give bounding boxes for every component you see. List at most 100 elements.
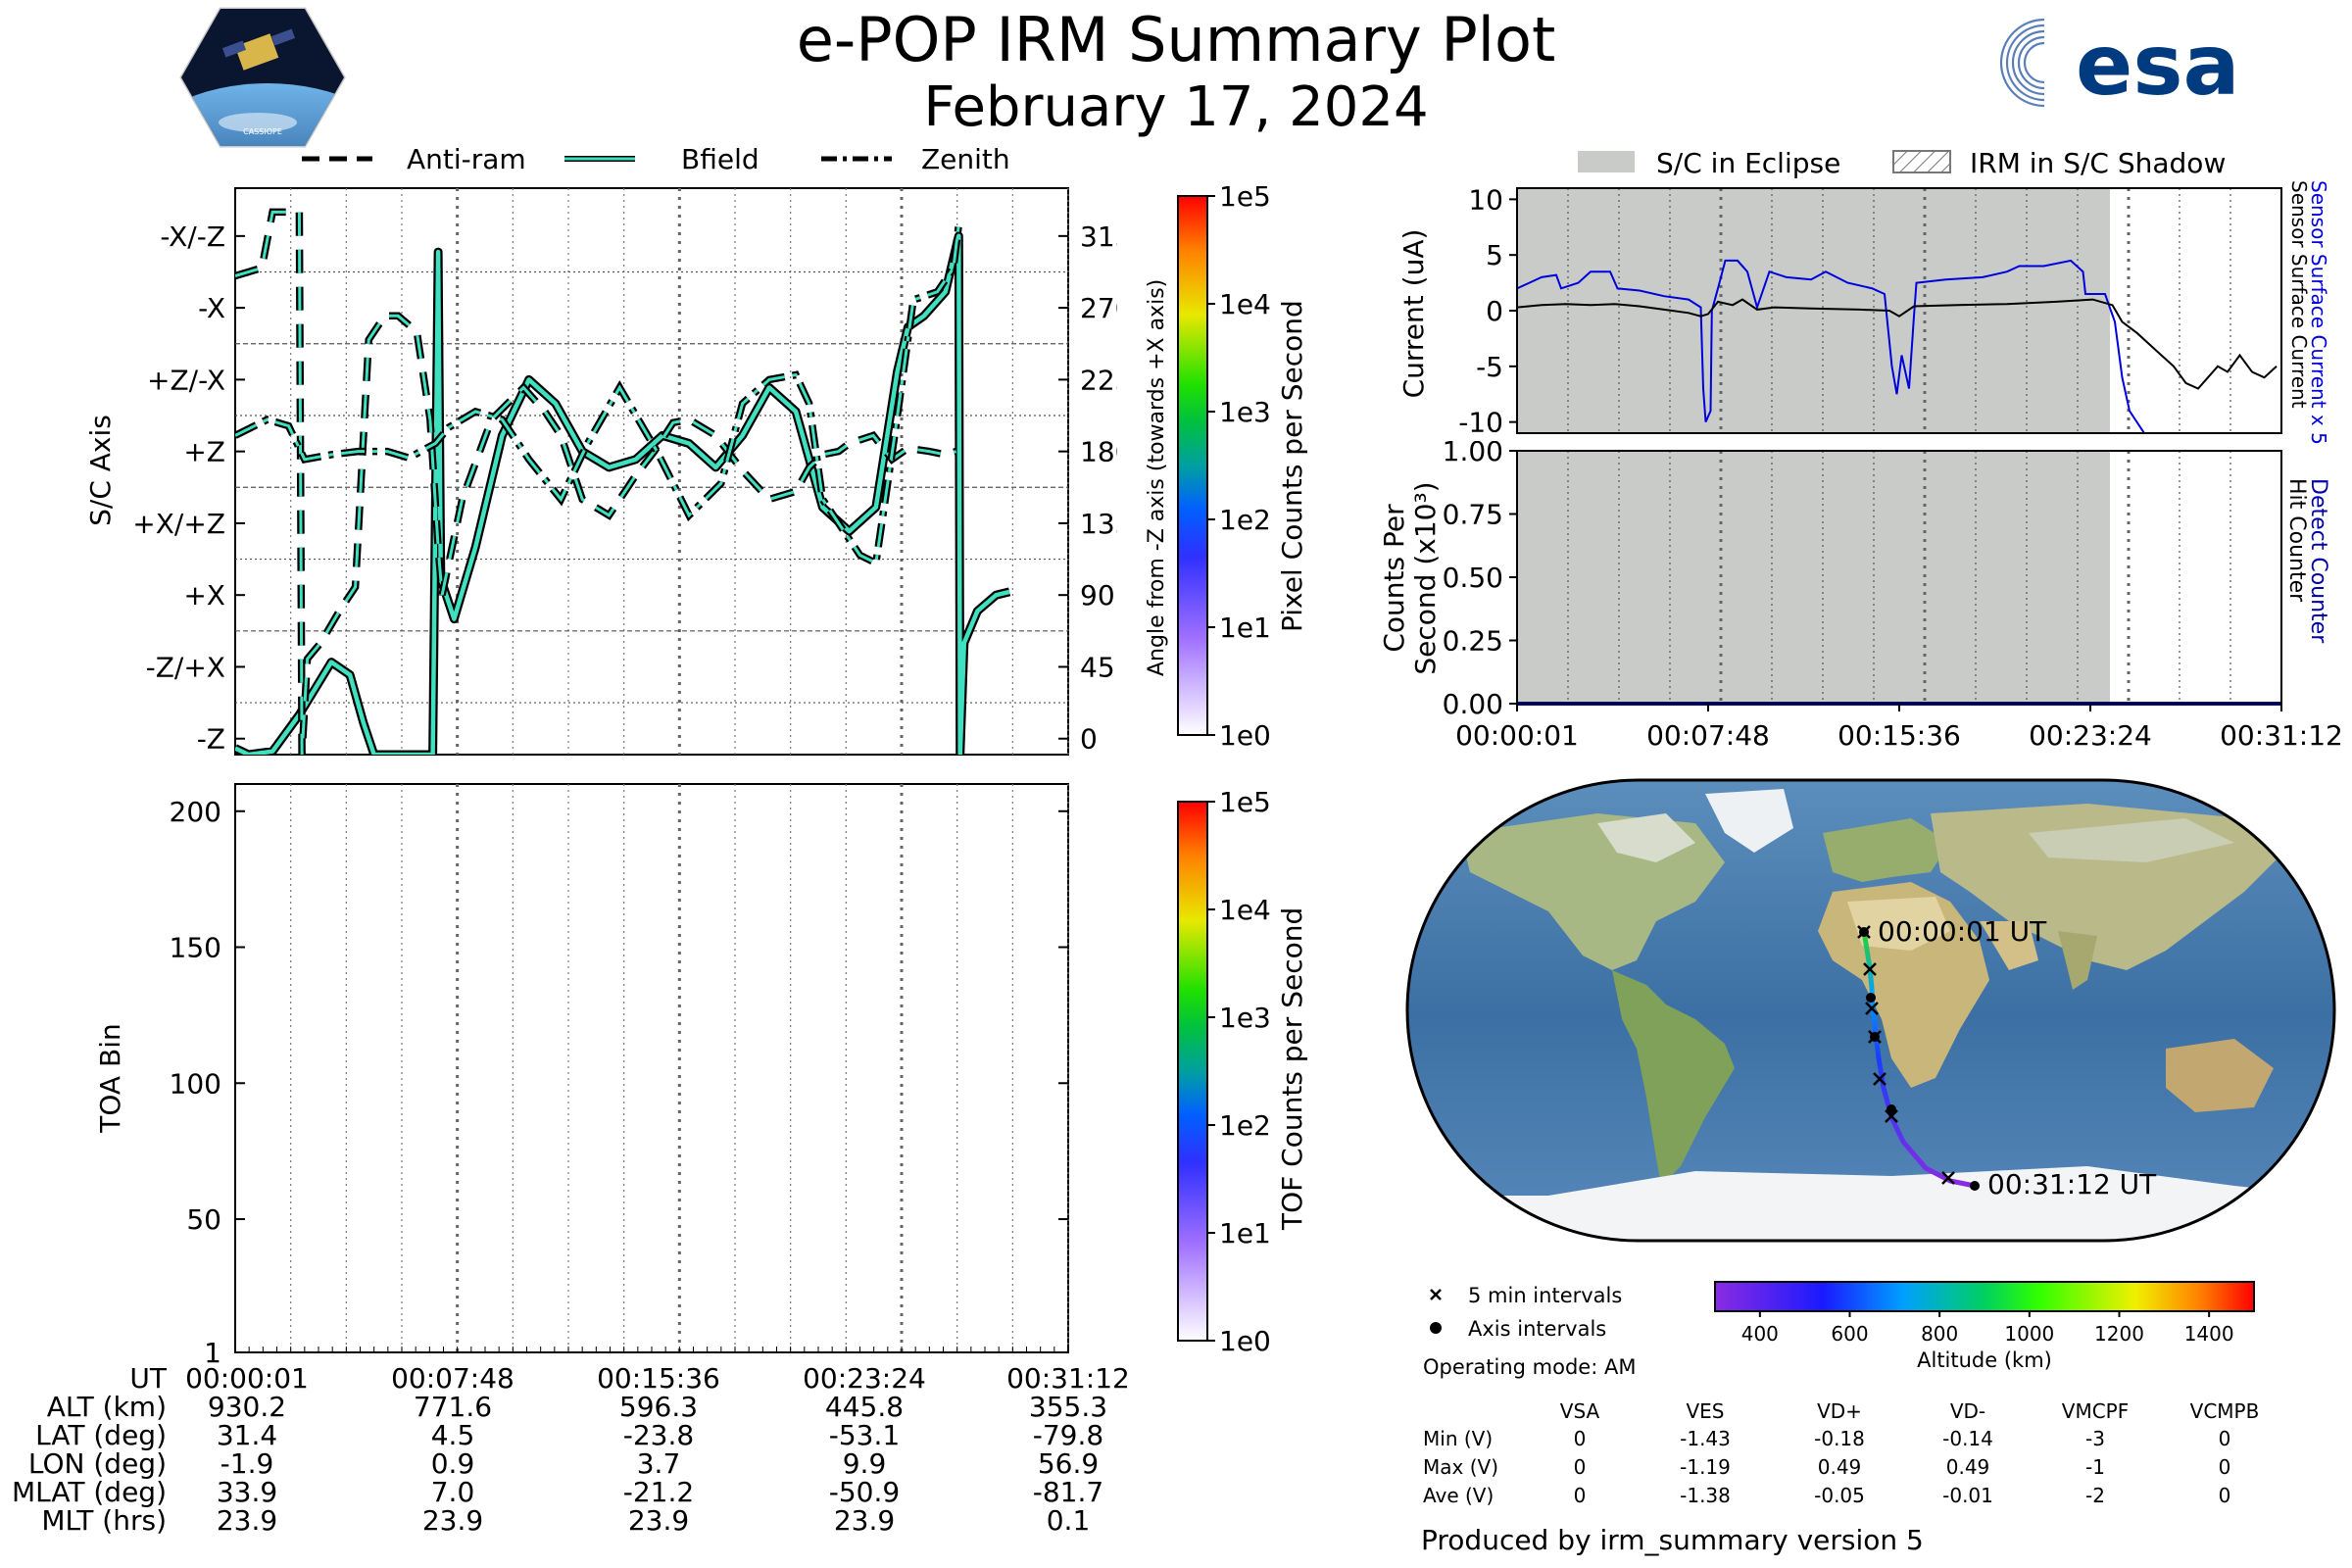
pixel-colorbar-bar	[1177, 195, 1208, 736]
ephemeris-cell: 355.3	[1028, 1391, 1108, 1423]
voltage-header: VSA	[1559, 1399, 1600, 1423]
legend-shadow-swatch	[1892, 150, 1951, 173]
ephemeris-cell: 0.1	[1046, 1504, 1091, 1537]
axis-right-label: Angle from -Z axis (towards +X axis)	[1145, 278, 1169, 676]
ephemeris-cell: 3.7	[636, 1447, 681, 1480]
ephemeris-row-label: MLAT (deg)	[11, 1476, 167, 1508]
voltage-table: VSA VES VD+ VD- VMCPF VCMPB Min (V) 0 -1.43 -0.1…	[1411, 1399, 2293, 1517]
toa-frame	[234, 783, 1069, 1353]
footer-credit: Produced by irm_summary version 5	[1421, 1524, 1924, 1556]
sc-axis-frame	[234, 187, 1069, 756]
page-date: February 17, 2024	[923, 75, 1429, 139]
pixel-colorbar-tick-label: 1e1	[1219, 612, 1271, 644]
ephemeris-cell: -1.9	[220, 1447, 274, 1480]
current-right-label-2: Sensor Surface Current	[2287, 180, 2311, 409]
operating-mode: Operating mode: AM	[1423, 1355, 1637, 1379]
ephemeris-cell: -53.1	[828, 1419, 901, 1451]
esa-logo: esa	[1987, 14, 2281, 115]
current-series	[1517, 298, 2278, 390]
trajectory-dots	[1859, 927, 1980, 1191]
ephemeris-cell: 00:15:36	[597, 1362, 720, 1395]
ephemeris-cell: 23.9	[421, 1504, 484, 1537]
ephemeris-cell: 23.9	[216, 1504, 278, 1537]
axis-ytick-label: -X/-Z	[160, 220, 225, 253]
current-ytick-label: -5	[1476, 351, 1503, 383]
ephemeris-row-label: LON (deg)	[27, 1447, 167, 1480]
tof-colorbar-label: TOF Counts per Second	[1276, 906, 1308, 1230]
ephemeris-cell: -79.8	[1032, 1419, 1104, 1451]
map-end-label: 00:31:12 UT	[1987, 1168, 2157, 1200]
voltage-cell: -1.43	[1680, 1427, 1731, 1450]
counts-xtick-label: 00:00:01	[1455, 719, 1579, 752]
ephemeris-cell: -81.7	[1032, 1476, 1104, 1508]
sc-axis-chart: -X/-Z -X +Z/-X +Z +X/+Z +X -Z/+X -Z 315 270 225 18…	[84, 187, 1132, 756]
axis-rtick-label: 315	[1080, 220, 1117, 253]
toa-ytick-label: 200	[170, 796, 221, 828]
tof-colorbar-tick-label: 1e1	[1219, 1217, 1271, 1250]
axis-rtick-label: 45	[1080, 651, 1115, 683]
counts-xtick-label: 00:15:36	[1838, 719, 1961, 752]
ephemeris-cell: 0.9	[430, 1447, 475, 1480]
axis-ytick-label: +Z	[183, 436, 225, 468]
world-map: 00:00:01 UT 00:31:12 UT	[1401, 774, 2342, 1254]
current-x5-series	[1517, 259, 2145, 433]
cassiope-logo-text: CASSIOPE	[243, 127, 282, 136]
pixel-colorbar-tick-label: 1e4	[1219, 288, 1271, 320]
ephemeris-table: UT ALT (km) LAT (deg) LON (deg) MLAT (deg) ML…	[0, 1362, 1137, 1568]
counts-ytick-label: 0.75	[1443, 499, 1503, 531]
map-legend-dot-label: Axis intervals	[1468, 1317, 1606, 1341]
tof-colorbar-tick-label: 1e2	[1219, 1109, 1271, 1142]
voltage-cell: 0	[2218, 1455, 2231, 1479]
trajectory-line	[1861, 930, 1976, 1189]
altitude-colorbar-tick-label: 1400	[2184, 1322, 2234, 1346]
toa-panel: 200 150 100 50 1 TOA Bin	[59, 764, 1117, 1372]
counts-ylabel-1: Counts Per	[1378, 504, 1410, 653]
ephemeris-cell: 4.5	[430, 1419, 475, 1451]
voltage-cell: -0.01	[1942, 1484, 1993, 1507]
toa-ytick-label: 1	[204, 1337, 221, 1369]
altitude-colorbar-tick-label: 600	[1831, 1322, 1868, 1346]
ephemeris-row-label: MLT (hrs)	[41, 1504, 167, 1537]
counts-xtick-label: 00:07:48	[1646, 719, 1770, 752]
eclipse-region	[1517, 451, 2110, 704]
pixel-colorbar-tick-label: 1e5	[1219, 186, 1271, 213]
axis-ytick-label: +Z/-X	[147, 364, 225, 396]
ephemeris-cell: 930.2	[207, 1391, 287, 1423]
map-start-label: 00:00:01 UT	[1878, 915, 2047, 948]
eclipse-region	[1517, 188, 2110, 433]
toa-ytick-label: 150	[170, 932, 221, 964]
ephemeris-cell: -21.2	[622, 1476, 695, 1508]
voltage-header: VMCPF	[2061, 1399, 2130, 1423]
zenith-series	[235, 224, 960, 565]
tof-colorbar: 1e5 1e4 1e3 1e2 1e1 1e0	[1176, 786, 1313, 1360]
ephemeris-cell: -23.8	[622, 1419, 695, 1451]
cassiope-logo: CASSIOPE	[179, 5, 346, 150]
toa-chart: 200 150 100 50 1 TOA Bin	[94, 783, 1069, 1369]
voltage-header: VES	[1686, 1399, 1725, 1423]
counts-ytick-label: 0.25	[1443, 625, 1503, 658]
voltage-cell: 0	[1573, 1455, 1587, 1479]
pixel-colorbar-tick-label: 1e2	[1219, 504, 1271, 536]
axis-rtick-label: 225	[1080, 364, 1117, 396]
current-ytick-label: 0	[1486, 295, 1503, 327]
voltage-cell: -3	[2085, 1427, 2105, 1450]
current-ylabel: Current (uA)	[1397, 229, 1430, 399]
tof-colorbar-tick-label: 1e4	[1219, 894, 1271, 926]
voltage-cell: -0.18	[1814, 1427, 1865, 1450]
counts-right-label-1: Detect Counter	[2306, 478, 2330, 644]
altitude-colorbar-tick-label: 1200	[2094, 1322, 2144, 1346]
legend-zenith-label: Zenith	[921, 143, 1010, 175]
altitude-colorbar-tick-label: 800	[1921, 1322, 1958, 1346]
voltage-cell: 0	[1573, 1427, 1587, 1450]
cross-marker-icon	[1430, 1289, 1442, 1300]
altitude-colorbar-tick-label: 400	[1741, 1322, 1779, 1346]
current-ytick-label: 5	[1486, 239, 1503, 271]
toa-ylabel: TOA Bin	[94, 1023, 126, 1133]
current-panel: 10 5 0 -5 -10 Current (uA)	[1372, 176, 2352, 441]
pixel-colorbar-label: Pixel Counts per Second	[1276, 300, 1308, 632]
axis-rtick-label: 180	[1080, 436, 1117, 468]
ephemeris-cell: 23.9	[627, 1504, 690, 1537]
counts-chart: 1.00 0.75 0.50 0.25 0.00 00:00:01 00:07:48 00:…	[1378, 435, 2343, 752]
dot-marker-icon	[1430, 1322, 1442, 1334]
ephemeris-cell: 00:23:24	[803, 1362, 926, 1395]
